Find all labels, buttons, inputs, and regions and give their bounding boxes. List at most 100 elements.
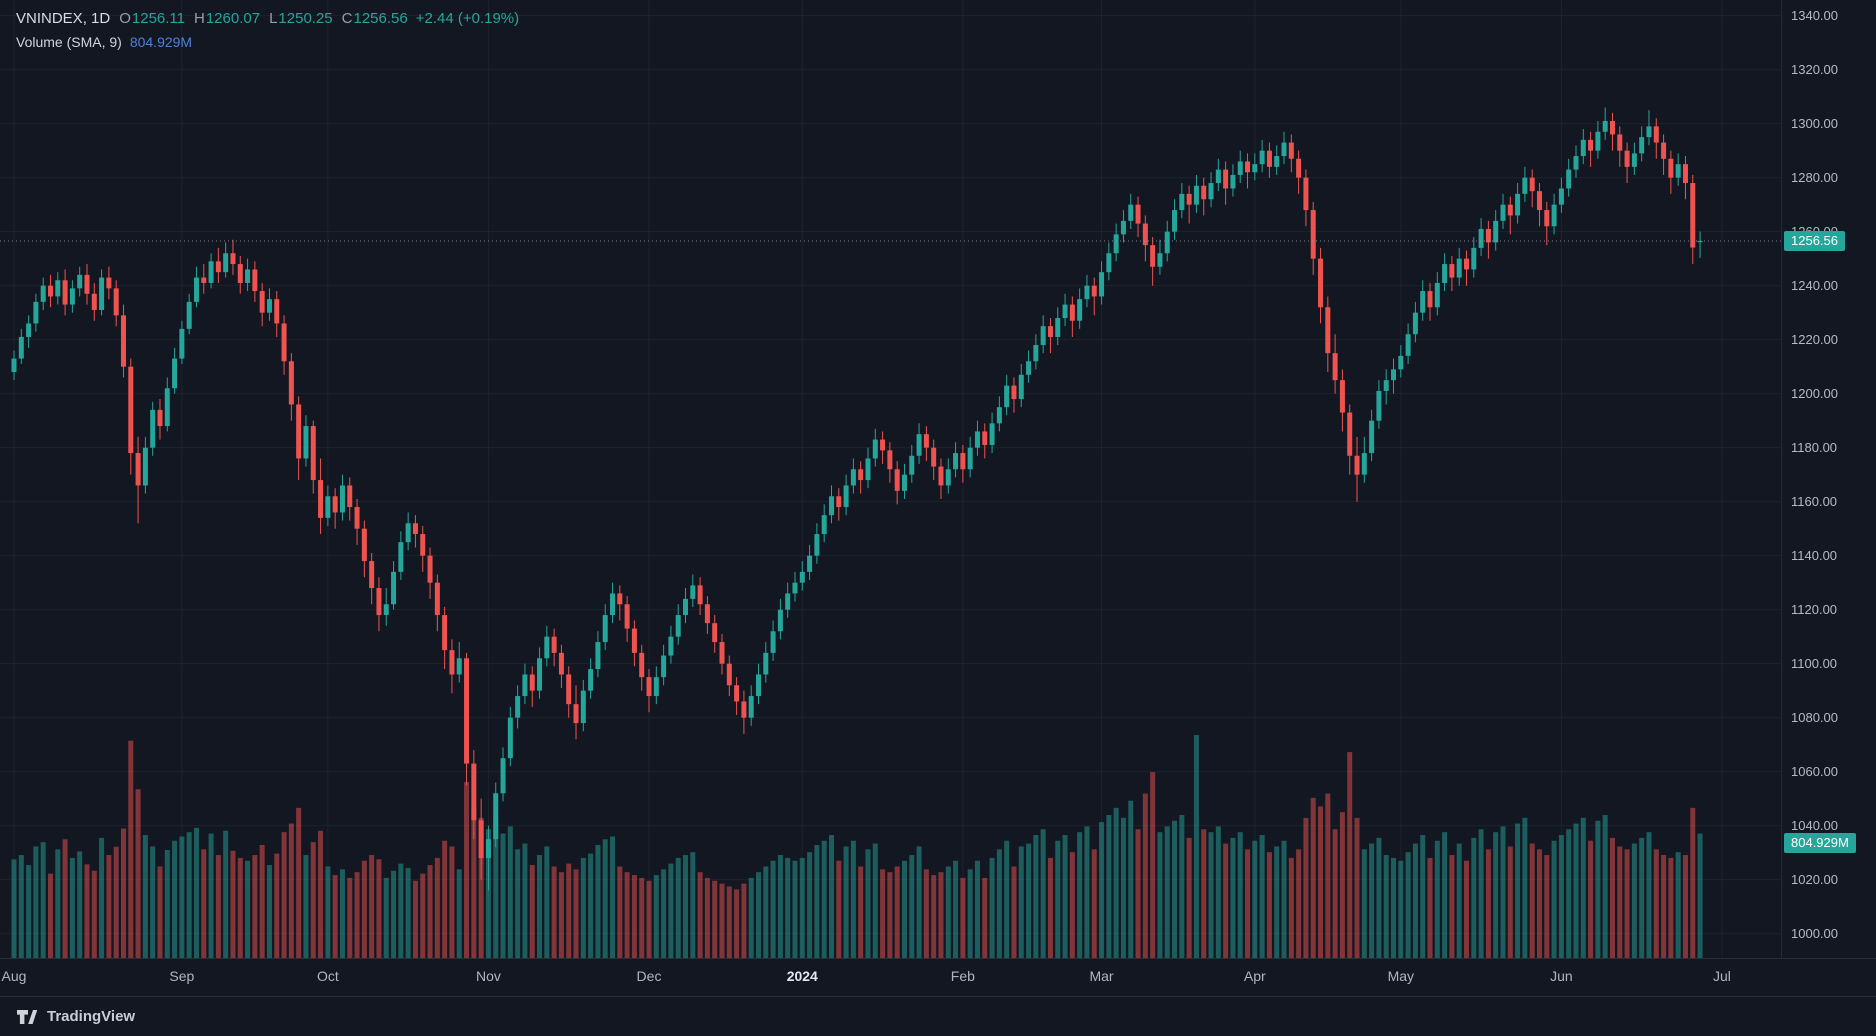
candle-body [821,515,827,535]
volume-bar [974,860,980,958]
tradingview-brand-text[interactable]: TradingView [47,1008,136,1025]
candle-body [1120,220,1126,235]
candle-body [1398,355,1404,370]
candle-body [602,615,608,643]
volume-bar [1033,835,1039,958]
candle-body [398,542,404,572]
candle-body [588,669,594,691]
candle-body [558,652,564,675]
volume-bar [26,865,32,958]
candle-body [412,523,418,535]
volume-bar [1668,857,1674,958]
low-value: 1250.25 [278,10,333,27]
price-axis-label: 1240.00 [1791,277,1838,293]
candle-body [690,585,696,599]
volume-bar [858,866,864,958]
candle-body [1004,385,1010,408]
candle-body [1325,307,1331,354]
volume-bar [551,866,557,958]
candle-body [1595,131,1601,151]
volume-bar [1150,772,1156,958]
candle-body [18,336,24,359]
candle-body [113,288,119,316]
volume-bar [135,789,141,958]
volume-bar [281,832,287,958]
price-scale[interactable]: 1256.56 804.929M 1000.00 1020.00 1040.00 10… [1781,0,1876,958]
volume-bar [1296,849,1302,958]
interval-label[interactable]: 1D [91,10,111,27]
candle-body [237,264,243,283]
volume-bar [1544,855,1550,958]
candle-body [1252,164,1258,173]
candle-body [478,820,484,859]
candle-body [1208,183,1214,200]
candle-body [1274,156,1280,167]
volume-bar [1434,840,1440,958]
volume-bar [1011,866,1017,958]
candle-body [974,431,980,448]
tradingview-logo[interactable] [16,1009,38,1025]
symbol-legend-row[interactable]: VNINDEX, 1D O1256.11 H1260.07 L1250.25 C… [16,10,519,27]
volume-bar [11,859,17,958]
volume-indicator-label[interactable]: Volume (SMA, 9) [16,34,122,50]
volume-bar [427,865,433,958]
candle-body [617,593,623,605]
candle-body [1361,453,1367,475]
candle-body [1427,291,1433,308]
candle-body [573,704,579,724]
candle-body [777,609,783,632]
volume-bar [91,870,97,958]
candle-body [1259,150,1265,165]
candle-body [595,642,601,670]
candle-body [493,793,499,840]
candle-body [1522,177,1528,194]
volume-bar [1157,832,1163,958]
volume-bar [843,846,849,958]
volume-bar [1252,840,1258,958]
candlestick-chart[interactable] [0,0,1782,958]
candle-body [1653,126,1659,143]
candle-body [310,426,316,481]
candle-body [1310,210,1316,259]
volume-bar [1069,852,1075,958]
candle-body [726,663,732,686]
volume-bar [828,835,834,958]
candle-body [661,655,667,678]
time-scale[interactable]: Aug Sep Oct Nov Dec 2024 Feb Mar Apr May Jun Jul [0,958,1876,997]
volume-bar [157,866,163,958]
volume-bar [1201,829,1207,958]
volume-bar [485,829,491,958]
candle-body [1033,345,1039,362]
candle-body [1617,134,1623,151]
candle-body [179,328,185,359]
candle-body [274,299,280,324]
volume-bar [566,863,572,958]
volume-bar [821,840,827,958]
candle-body [792,582,798,594]
volume-bar [617,866,623,958]
candle-body [33,301,39,324]
volume-bar [296,807,302,958]
volume-bar [376,859,382,958]
candle-body [1164,231,1170,254]
volume-bar [493,817,499,958]
volume-bar [1325,793,1331,958]
candle-body [420,534,426,556]
volume-bar [1347,752,1353,958]
open-label: O [119,10,131,27]
volume-bar [1500,826,1506,958]
candle-body [84,274,90,294]
candle-body [807,555,813,572]
candle-body [1128,204,1134,221]
volume-legend-row[interactable]: Volume (SMA, 9) 804.929M [16,34,519,50]
symbol-name[interactable]: VNINDEX [16,10,83,27]
candle-body [1062,304,1068,319]
volume-indicator-value: 804.929M [129,34,193,50]
price-axis-label: 1160.00 [1791,493,1838,509]
candle-body [1536,191,1542,211]
volume-bar [785,857,791,958]
candle-body [909,455,915,475]
volume-bar [1172,820,1178,958]
candle-body [1631,153,1637,167]
volume-bar [245,860,251,958]
